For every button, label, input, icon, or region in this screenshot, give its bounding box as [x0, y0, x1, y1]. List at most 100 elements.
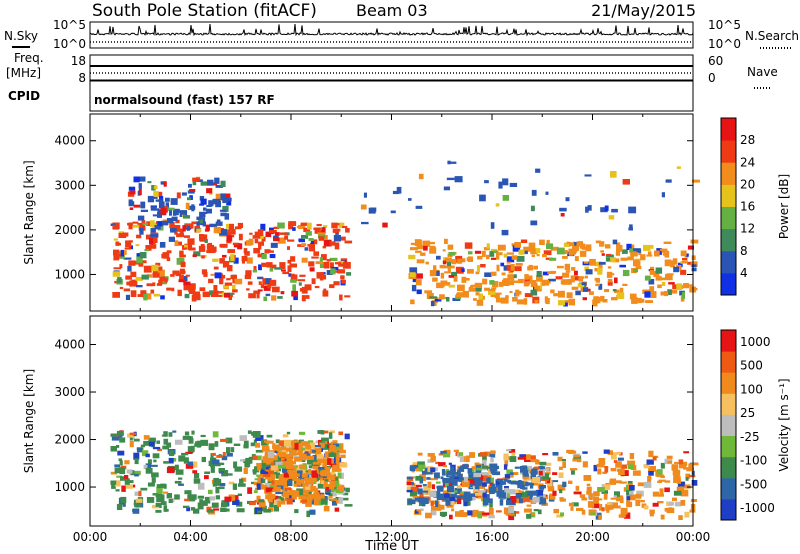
velocity-cell	[182, 505, 190, 508]
velocity-cell	[278, 497, 284, 502]
power-cell	[216, 219, 221, 223]
power-cell	[232, 284, 236, 290]
power-cell	[311, 256, 319, 259]
velocity-cell	[264, 440, 270, 443]
power-cell	[314, 227, 319, 234]
power-cell	[456, 292, 464, 298]
power-cell	[257, 289, 263, 292]
power-cell	[135, 276, 143, 281]
velocity-cell	[552, 490, 557, 496]
velocity-cell	[313, 496, 318, 501]
velocity-cell	[152, 446, 161, 450]
velocity-cell	[174, 494, 180, 500]
power-colorbar-tick-label: 4	[740, 266, 748, 280]
y-tick-label: 2000	[54, 433, 85, 447]
power-cell	[133, 204, 141, 208]
power-cell	[650, 245, 654, 249]
power-cell	[157, 212, 162, 218]
velocity-cell	[508, 489, 515, 495]
power-cell	[318, 230, 322, 235]
power-cell	[232, 289, 238, 293]
power-cell	[610, 171, 617, 178]
power-cell	[254, 238, 259, 244]
velocity-cell	[683, 463, 687, 470]
power-cell	[176, 257, 185, 265]
power-cell	[193, 251, 201, 257]
power-cell	[246, 288, 250, 291]
power-cell	[493, 250, 499, 254]
velocity-cell	[434, 472, 440, 479]
nsky-line	[89, 23, 694, 37]
nave-label: Nave	[747, 65, 778, 79]
velocity-cell	[268, 493, 276, 498]
power-cell	[524, 293, 533, 298]
power-cell	[446, 297, 450, 302]
velocity-cell	[657, 501, 664, 504]
power-cell	[215, 193, 223, 201]
power-cell	[432, 277, 438, 282]
power-cell	[331, 222, 338, 229]
power-cell	[346, 272, 352, 276]
power-cell	[230, 254, 235, 261]
power-cell	[415, 205, 423, 209]
power-cell	[628, 227, 633, 231]
velocity-cell	[152, 493, 159, 496]
velocity-cell	[303, 488, 309, 495]
velocity-cell	[214, 441, 219, 447]
power-cell	[113, 238, 119, 241]
velocity-colorbar-segment	[721, 351, 736, 373]
power-cell	[176, 233, 184, 238]
power-cell	[336, 223, 340, 226]
velocity-cell	[407, 499, 416, 505]
velocity-cell	[522, 465, 528, 472]
power-cell	[273, 237, 280, 242]
power-cell	[119, 286, 124, 289]
velocity-cell	[423, 486, 431, 492]
velocity-cell	[127, 433, 135, 438]
velocity-cell	[421, 470, 429, 475]
velocity-cell	[539, 461, 547, 466]
velocity-cell	[294, 443, 299, 450]
power-cell	[259, 235, 264, 239]
velocity-cell	[673, 471, 680, 478]
power-cell	[187, 197, 192, 201]
power-cell	[410, 247, 418, 251]
velocity-cell	[215, 480, 219, 483]
power-cell	[188, 289, 196, 294]
velocity-cell	[285, 448, 290, 452]
power-cell	[584, 174, 592, 177]
velocity-cell	[188, 438, 194, 444]
velocity-cell	[270, 465, 278, 471]
velocity-panel: 00:00 04:00 08:00 12:00 16:00 20:00 00:0010002…	[22, 315, 791, 544]
velocity-cell	[419, 493, 424, 500]
power-cell	[112, 271, 121, 277]
velocity-cell	[471, 466, 477, 470]
velocity-cell	[280, 461, 289, 466]
velocity-cell	[518, 498, 523, 504]
velocity-cell	[232, 495, 239, 501]
velocity-cell	[118, 458, 122, 461]
velocity-cell	[332, 485, 337, 491]
velocity-cell	[243, 468, 248, 474]
velocity-cell	[236, 508, 245, 513]
power-cell	[313, 239, 318, 245]
velocity-cell	[472, 509, 479, 515]
power-cell	[318, 236, 325, 241]
velocity-cell	[474, 483, 480, 490]
power-cell	[464, 242, 473, 249]
velocity-cell	[409, 490, 418, 497]
velocity-cell	[410, 486, 419, 492]
power-cell	[337, 269, 346, 274]
velocity-cell	[559, 489, 563, 494]
power-cell	[323, 239, 332, 247]
power-cell	[528, 264, 533, 267]
velocity-cell	[406, 486, 414, 492]
power-cell	[410, 299, 415, 305]
velocity-cell	[581, 497, 588, 501]
velocity-cell	[212, 483, 218, 487]
power-cell	[159, 242, 166, 248]
velocity-cell	[326, 485, 335, 490]
velocity-cell	[479, 452, 488, 457]
velocity-cell	[588, 509, 596, 516]
